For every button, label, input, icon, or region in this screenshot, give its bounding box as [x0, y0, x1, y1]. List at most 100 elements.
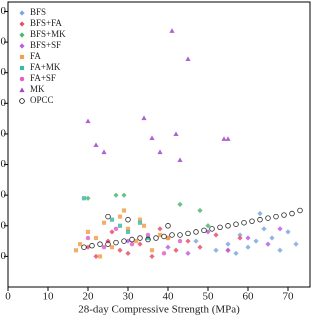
point — [249, 218, 255, 224]
legend-marker — [19, 32, 25, 38]
point — [257, 216, 263, 223]
point — [281, 212, 287, 218]
point — [77, 242, 83, 247]
x-tick-label: 0 — [5, 291, 11, 303]
point — [129, 236, 135, 243]
legend-label: BFS+SF — [30, 40, 61, 50]
legend-label: FA+SF — [30, 73, 56, 83]
point — [165, 244, 171, 250]
point — [145, 236, 151, 243]
point — [97, 254, 103, 259]
legend-label: FA+MK — [30, 62, 61, 72]
point — [213, 247, 219, 253]
x-tick-label: 60 — [243, 291, 255, 303]
point — [173, 131, 179, 137]
y-tick-label: 0 — [1, 127, 7, 139]
point — [277, 247, 283, 253]
legend-label: OPCC — [30, 95, 54, 105]
point — [233, 250, 239, 256]
point — [177, 201, 183, 207]
point — [81, 244, 87, 250]
point — [257, 210, 263, 217]
y-tick-label: 0 — [1, 219, 7, 231]
point — [297, 207, 303, 214]
point — [89, 242, 95, 249]
point — [293, 241, 299, 247]
point — [105, 241, 111, 247]
point — [237, 232, 243, 238]
point — [209, 226, 215, 232]
point — [117, 214, 123, 219]
point — [225, 223, 231, 229]
point — [201, 227, 207, 234]
point — [245, 235, 251, 241]
point — [121, 192, 127, 198]
point — [149, 248, 155, 253]
point — [121, 208, 127, 213]
point — [125, 229, 131, 234]
point — [169, 28, 175, 33]
y-tick-label: 0 — [1, 36, 7, 48]
point — [153, 235, 159, 241]
y-tick-label: 0 — [1, 5, 7, 17]
x-tick-label: 20 — [83, 291, 95, 303]
point — [269, 235, 275, 241]
legend-marker — [19, 76, 25, 82]
point — [253, 238, 259, 244]
y-tick-label: 0 — [1, 158, 7, 170]
point — [177, 238, 183, 244]
point — [125, 250, 131, 256]
point — [161, 251, 167, 256]
point — [205, 223, 211, 229]
point — [217, 224, 223, 231]
point — [137, 220, 143, 225]
x-axis-label: 28-day Compressive Strength (MPa) — [78, 304, 240, 316]
point — [137, 217, 143, 222]
point — [273, 213, 279, 220]
point — [265, 215, 271, 221]
point — [185, 238, 191, 244]
point — [145, 232, 151, 238]
point — [277, 226, 283, 232]
point — [285, 229, 291, 235]
point — [197, 244, 203, 250]
point — [113, 226, 119, 232]
point — [81, 196, 87, 201]
legend-label: BFS+MK — [30, 29, 66, 39]
point — [125, 226, 131, 231]
point — [289, 210, 295, 217]
point — [101, 149, 107, 155]
point — [137, 235, 143, 241]
point — [85, 118, 91, 124]
point — [129, 241, 135, 247]
point — [85, 195, 91, 201]
point — [101, 220, 107, 225]
legend-marker — [19, 43, 25, 49]
point — [141, 223, 147, 228]
point — [241, 219, 247, 226]
point — [117, 223, 123, 228]
point — [161, 233, 167, 240]
x-tick-label: 40 — [163, 291, 175, 303]
point — [185, 56, 191, 62]
point — [157, 226, 163, 232]
y-tick-label: 0 — [1, 250, 7, 262]
point — [225, 136, 231, 141]
point — [265, 241, 271, 247]
legend-label: BFS — [30, 7, 46, 17]
legend-marker — [19, 98, 25, 104]
y-tick-label: 0 — [1, 189, 7, 201]
point — [113, 192, 119, 198]
point — [149, 135, 155, 140]
y-tick-label: 0 — [1, 66, 7, 78]
x-tick-label: 10 — [43, 291, 55, 303]
point — [245, 244, 251, 250]
point — [149, 253, 155, 259]
point — [117, 247, 123, 253]
point — [141, 115, 147, 121]
point — [157, 232, 163, 238]
point — [261, 226, 267, 232]
